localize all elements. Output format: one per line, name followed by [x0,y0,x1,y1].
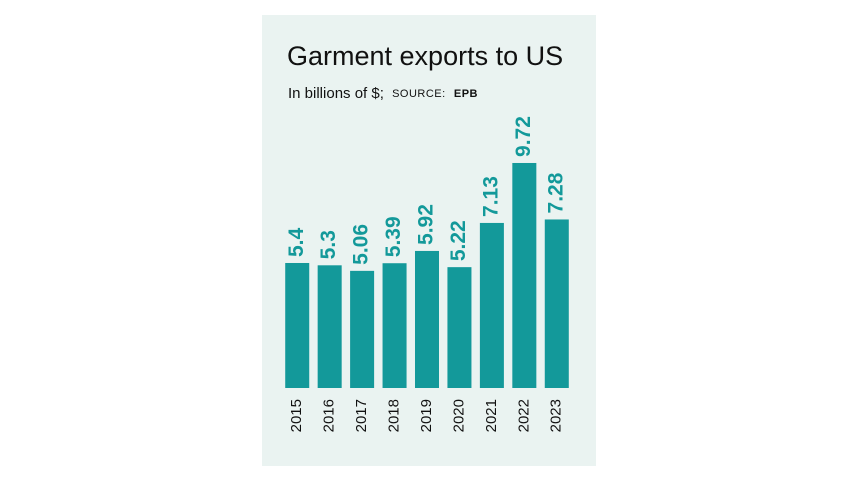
x-tick-label: 2020 [450,399,467,432]
chart-title: Garment exports to US [287,41,563,71]
value-label: 5.3 [317,230,340,259]
bar [414,250,440,388]
value-label: 5.39 [382,216,405,257]
value-label: 9.72 [512,116,535,157]
value-label: 5.06 [350,224,373,265]
panel [262,15,596,466]
x-tick-label: 2018 [386,399,403,432]
x-tick-label: 2016 [321,399,338,432]
value-label: 5.4 [285,227,308,257]
value-label: 5.92 [415,204,438,245]
bar [479,222,504,388]
bar [285,262,310,388]
value-label: 7.13 [479,176,502,217]
x-tick-label: 2015 [288,399,305,432]
x-tick-label: 2022 [515,399,532,432]
x-tick-label: 2017 [353,399,370,432]
subtitle: In billions of $; SOURCE: EPB [288,85,478,102]
bar [382,263,407,388]
source-label: SOURCE: [392,88,446,100]
bar [544,219,569,388]
x-tick-label: 2019 [418,399,435,432]
bar [512,162,537,388]
x-tick-label: 2023 [548,399,565,432]
value-label: 7.28 [544,172,567,213]
source: EPB [454,88,478,100]
subtitle-text: In billions of $; [288,85,384,102]
bar [350,270,375,388]
x-tick-label: 2021 [483,399,500,432]
value-label: 5.22 [447,220,470,261]
bar [447,267,472,388]
bar [317,265,342,388]
